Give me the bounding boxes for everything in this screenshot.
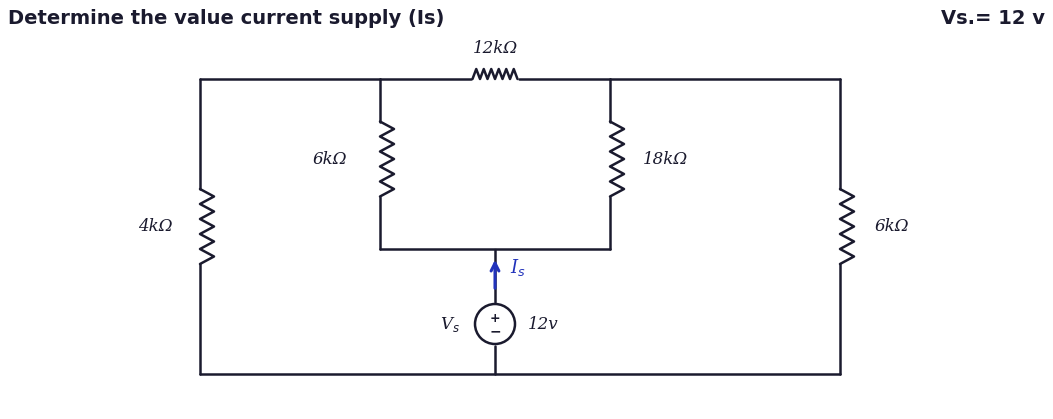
Text: Vs.= 12 v: Vs.= 12 v [941, 9, 1045, 28]
Text: 4kΩ: 4kΩ [138, 218, 173, 235]
Text: −: − [490, 324, 501, 338]
Text: 6kΩ: 6kΩ [875, 218, 909, 235]
Text: 18kΩ: 18kΩ [642, 150, 688, 168]
Text: I$_s$: I$_s$ [510, 256, 525, 277]
Text: V$_s$: V$_s$ [440, 315, 460, 334]
Text: 12kΩ: 12kΩ [473, 40, 518, 57]
Text: 6kΩ: 6kΩ [313, 150, 347, 168]
Text: +: + [490, 311, 500, 324]
Text: 12v: 12v [528, 316, 558, 333]
Text: Determine the value current supply (Is): Determine the value current supply (Is) [8, 9, 444, 28]
